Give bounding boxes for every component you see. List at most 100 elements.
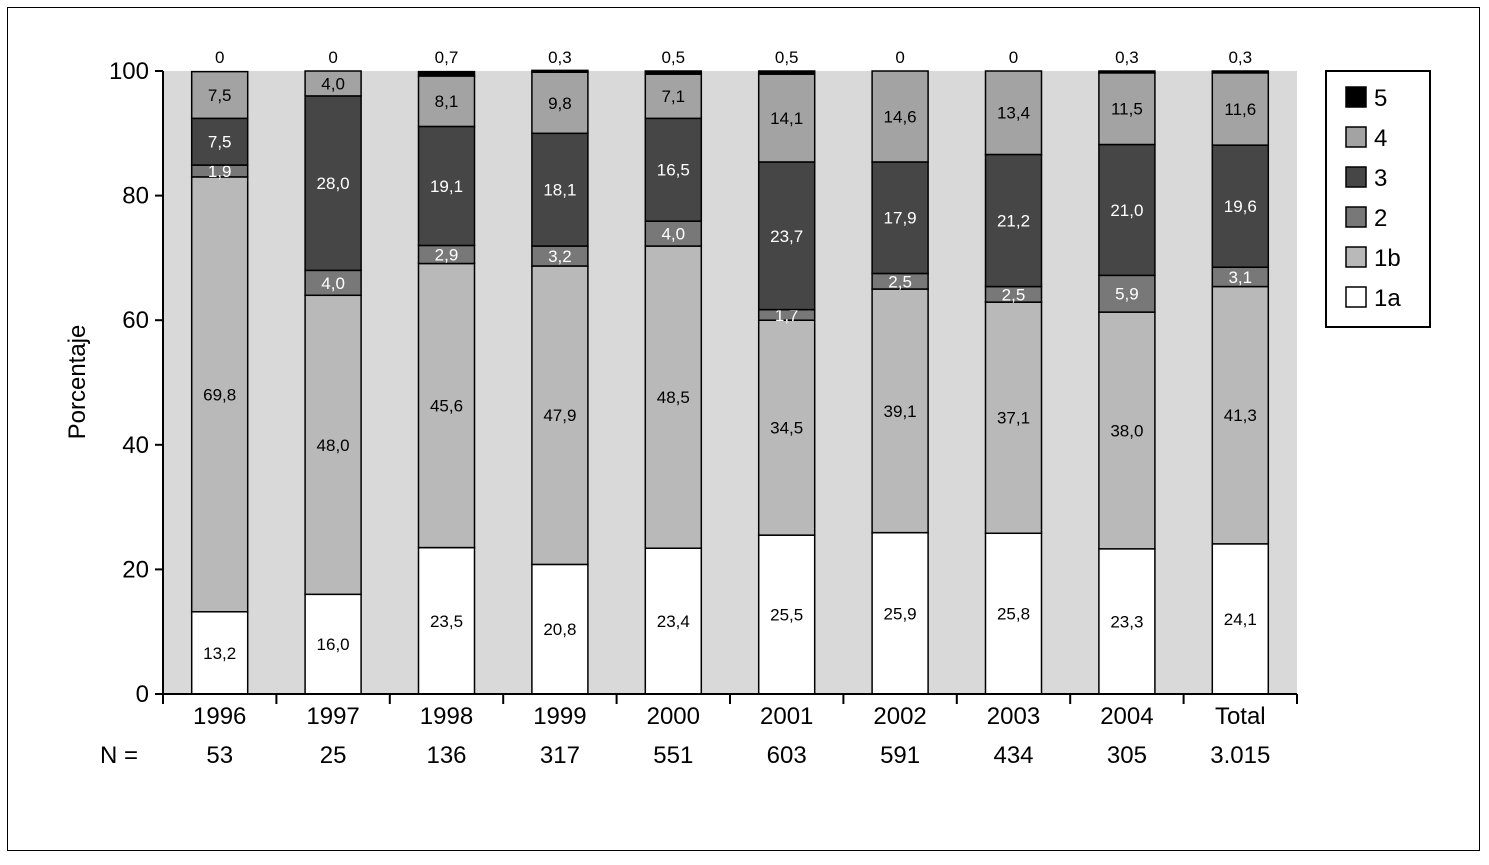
bar-segment-2003-3 [984, 153, 1043, 288]
y-tick-label-20: 20 [122, 556, 149, 583]
data-label-2002-2: 2,5 [888, 272, 912, 291]
data-label-1998-4: 8,1 [435, 92, 459, 111]
data-label-1999-1b: 47,9 [543, 406, 576, 425]
legend-swatch-2 [1345, 206, 1367, 228]
bar-segment-1997-4 [304, 70, 362, 97]
bar-segment-2003-1a [984, 532, 1043, 695]
bar-segment-1998-1b [417, 262, 476, 549]
x-tick-label-2000: 2000 [647, 703, 700, 730]
data-label-2002-5: 0 [895, 48, 904, 67]
data-label-2003-5: 0 [1009, 48, 1018, 67]
data-label-2002-4: 14,6 [884, 107, 917, 126]
x-tick-label-1999: 1999 [533, 703, 586, 730]
data-label-2000-1b: 48,5 [657, 388, 690, 407]
legend-swatch-1b [1345, 246, 1367, 268]
n-value-2003: 434 [993, 742, 1033, 769]
data-label-Total-5: 0,3 [1228, 48, 1252, 67]
n-prefix-label: N = [100, 742, 138, 769]
legend-label-1a: 1a [1374, 285, 1401, 312]
n-value-2002: 591 [880, 742, 920, 769]
bar-segment-2001-5 [757, 70, 816, 75]
data-label-Total-2: 3,1 [1228, 268, 1252, 287]
x-tick-label-2001: 2001 [760, 703, 813, 730]
bar-segment-1999-1b [531, 265, 589, 566]
bar-segment-1999-5 [531, 69, 589, 73]
bar-segment-1997-1b [304, 294, 362, 596]
bar-segment-1999-3 [531, 132, 589, 247]
data-label-1998-5: 0,7 [435, 48, 459, 67]
data-label-1999-3: 18,1 [543, 181, 576, 200]
data-label-2003-3: 21,2 [997, 212, 1030, 231]
bar-segment-2000-1a [644, 547, 703, 695]
legend-label-1b: 1b [1374, 245, 1401, 272]
data-label-1997-1a: 16,0 [317, 635, 350, 654]
data-label-Total-1a: 24,1 [1224, 610, 1257, 629]
data-label-2002-1b: 39,1 [884, 402, 917, 421]
bar-segment-2004-3 [1098, 143, 1156, 277]
data-label-2001-1a: 25,5 [770, 606, 803, 625]
data-label-2000-5: 0,5 [661, 48, 685, 67]
bar-segment-1999-4 [531, 71, 589, 135]
data-label-1999-5: 0,3 [548, 48, 572, 67]
n-value-2001: 603 [767, 742, 807, 769]
y-tick-label-0: 0 [136, 681, 149, 708]
data-label-2003-2: 2,5 [1002, 285, 1026, 304]
bar-segment-1997-2 [304, 269, 362, 297]
bar-segment-2000-1b [644, 245, 703, 549]
x-tick-label-1998: 1998 [420, 703, 473, 730]
x-tick-label-1996: 1996 [193, 703, 246, 730]
data-label-1999-4: 9,8 [548, 94, 572, 113]
data-label-2000-3: 16,5 [657, 161, 690, 180]
data-label-1996-5: 0 [215, 48, 224, 67]
bar-segment-2004-1b [1098, 311, 1156, 550]
y-tick-label-100: 100 [109, 58, 149, 85]
data-label-1997-2: 4,0 [321, 274, 345, 293]
n-value-1998: 136 [426, 742, 466, 769]
bar-segment-2004-4 [1098, 72, 1156, 146]
n-value-2000: 551 [653, 742, 693, 769]
data-label-2000-2: 4,0 [661, 225, 685, 244]
bar-segment-Total-3 [1211, 144, 1270, 268]
bar-segment-2001-3 [757, 161, 816, 311]
data-label-2004-5: 0,3 [1115, 48, 1139, 67]
data-label-1998-1b: 45,6 [430, 397, 463, 416]
data-label-2001-1b: 34,5 [770, 419, 803, 438]
n-value-Total: 3.015 [1210, 742, 1270, 769]
data-label-2000-1a: 23,4 [657, 612, 690, 631]
legend-label-5: 5 [1374, 85, 1387, 112]
y-tick-label-40: 40 [122, 432, 149, 459]
legend-swatch-3 [1345, 166, 1367, 188]
n-value-1996: 53 [206, 742, 233, 769]
data-label-1999-1a: 20,8 [543, 620, 576, 639]
x-tick-label-2004: 2004 [1100, 703, 1153, 730]
x-tick-label-1997: 1997 [306, 703, 359, 730]
data-label-1999-2: 3,2 [548, 247, 572, 266]
legend-label-4: 4 [1374, 125, 1387, 152]
data-label-2004-1b: 38,0 [1110, 421, 1143, 440]
bar-segment-1998-4 [417, 75, 476, 128]
data-label-1996-2: 1,9 [208, 162, 232, 181]
data-label-1996-3: 7,5 [208, 133, 232, 152]
legend-swatch-4 [1345, 126, 1367, 148]
y-axis-title: Porcentaje [64, 325, 91, 440]
bar-segment-1996-4 [190, 70, 249, 120]
x-tick-label-2003: 2003 [987, 703, 1040, 730]
data-label-2001-4: 14,1 [770, 109, 803, 128]
x-tick-label-Total: Total [1215, 703, 1266, 730]
bar-segment-2003-4 [984, 70, 1043, 156]
bar-segment-2002-4 [871, 70, 929, 163]
bar-segment-1996-1a [190, 611, 249, 695]
bar-segment-2001-1a [757, 534, 816, 695]
bar-segment-2004-2 [1098, 274, 1156, 313]
x-tick-label-2002: 2002 [873, 703, 926, 730]
n-value-1999: 317 [540, 742, 580, 769]
legend-label-3: 3 [1374, 165, 1387, 192]
n-value-2004: 305 [1107, 742, 1147, 769]
legend-swatch-1a [1345, 286, 1367, 308]
data-label-2002-3: 17,9 [884, 209, 917, 228]
data-label-1997-3: 28,0 [317, 174, 350, 193]
bar-segment-1999-1a [531, 563, 589, 695]
data-label-1997-1b: 48,0 [317, 436, 350, 455]
data-label-2001-3: 23,7 [770, 227, 803, 246]
